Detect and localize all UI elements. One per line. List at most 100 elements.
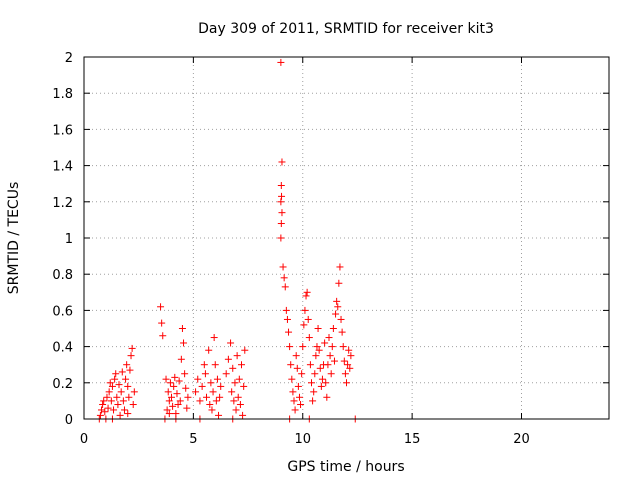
data-point: [115, 381, 123, 389]
data-point: [234, 393, 242, 401]
data-point: [290, 397, 298, 405]
data-point: [215, 411, 223, 419]
data-point: [120, 406, 128, 414]
data-point: [96, 411, 104, 419]
data-point: [157, 303, 165, 311]
data-point: [325, 334, 333, 342]
data-points: [95, 58, 359, 423]
data-point: [201, 370, 209, 378]
data-point: [104, 404, 112, 412]
data-point: [107, 397, 115, 405]
data-point: [277, 198, 285, 206]
data-point: [313, 343, 321, 351]
data-point: [301, 306, 309, 314]
data-point: [180, 339, 188, 347]
data-point: [329, 325, 337, 332]
data-point: [198, 382, 206, 390]
data-point: [165, 397, 173, 405]
data-point: [312, 352, 320, 360]
data-point: [278, 192, 286, 200]
data-point: [217, 382, 225, 390]
data-point: [278, 158, 286, 166]
y-axis: 0 0.2 0.4 0.6 0.8 1 1.2 1.4 1.6 1.8 2: [52, 51, 609, 428]
data-point: [315, 346, 323, 354]
data-point: [212, 397, 220, 405]
data-point: [119, 397, 127, 405]
data-point: [346, 364, 354, 372]
data-point: [125, 393, 133, 401]
data-point: [163, 406, 171, 414]
data-point: [224, 355, 232, 363]
y-tick-label: 1.2: [52, 196, 73, 211]
y-tick-label: 1.8: [52, 87, 73, 102]
data-point: [285, 328, 293, 336]
data-point: [183, 404, 191, 412]
y-tick-label: 0.4: [52, 341, 73, 356]
data-point: [194, 375, 202, 383]
data-point: [322, 379, 330, 387]
data-point: [111, 375, 119, 383]
data-point: [318, 375, 326, 383]
data-point: [310, 388, 318, 396]
data-point: [321, 339, 329, 347]
data-point: [340, 357, 348, 365]
data-point: [112, 370, 120, 378]
data-point: [174, 401, 182, 409]
data-point: [159, 332, 167, 340]
x-tick-label: 5: [189, 432, 197, 447]
data-point: [168, 393, 175, 401]
data-point: [184, 393, 192, 401]
data-point: [298, 370, 306, 378]
data-point: [316, 364, 324, 372]
data-point: [117, 388, 125, 396]
data-point: [106, 379, 114, 387]
grid: [84, 57, 609, 419]
data-point: [240, 382, 248, 390]
data-point: [326, 352, 334, 360]
data-point: [166, 379, 174, 387]
data-point: [126, 366, 134, 374]
data-point: [335, 279, 343, 287]
data-point: [317, 382, 325, 390]
data-point: [211, 361, 219, 369]
data-point: [330, 357, 338, 365]
data-point: [345, 346, 353, 354]
data-point: [110, 406, 118, 414]
data-point: [343, 379, 350, 387]
data-point: [305, 334, 313, 342]
data-point: [347, 352, 355, 360]
data-point: [192, 388, 200, 396]
data-point: [344, 361, 352, 369]
data-point: [235, 375, 243, 383]
data-point: [303, 288, 311, 296]
data-point: [182, 384, 190, 392]
data-point: [339, 343, 347, 351]
x-tick-label: 0: [80, 432, 88, 447]
data-point: [341, 370, 349, 378]
data-point: [130, 388, 138, 396]
y-tick-label: 0.8: [52, 268, 73, 283]
data-point: [105, 388, 113, 396]
data-point: [302, 292, 310, 300]
data-point: [289, 388, 297, 396]
data-point: [286, 343, 294, 351]
data-point: [308, 379, 315, 387]
data-point: [165, 410, 173, 418]
data-point: [200, 361, 208, 369]
data-point: [124, 382, 132, 390]
data-point: [236, 401, 244, 409]
data-point: [280, 274, 288, 282]
y-tick-label: 0: [65, 413, 73, 428]
data-point: [222, 370, 230, 378]
data-point: [282, 306, 290, 314]
data-point: [337, 315, 345, 323]
data-point: [175, 377, 183, 385]
y-tick-label: 0.2: [52, 377, 73, 392]
data-point: [323, 393, 331, 401]
data-point: [332, 310, 340, 318]
data-point: [98, 406, 105, 414]
y-axis-label: SRMTID / TECUs: [6, 182, 22, 295]
data-point: [281, 283, 289, 291]
data-point: [158, 319, 166, 327]
data-point: [293, 364, 301, 372]
